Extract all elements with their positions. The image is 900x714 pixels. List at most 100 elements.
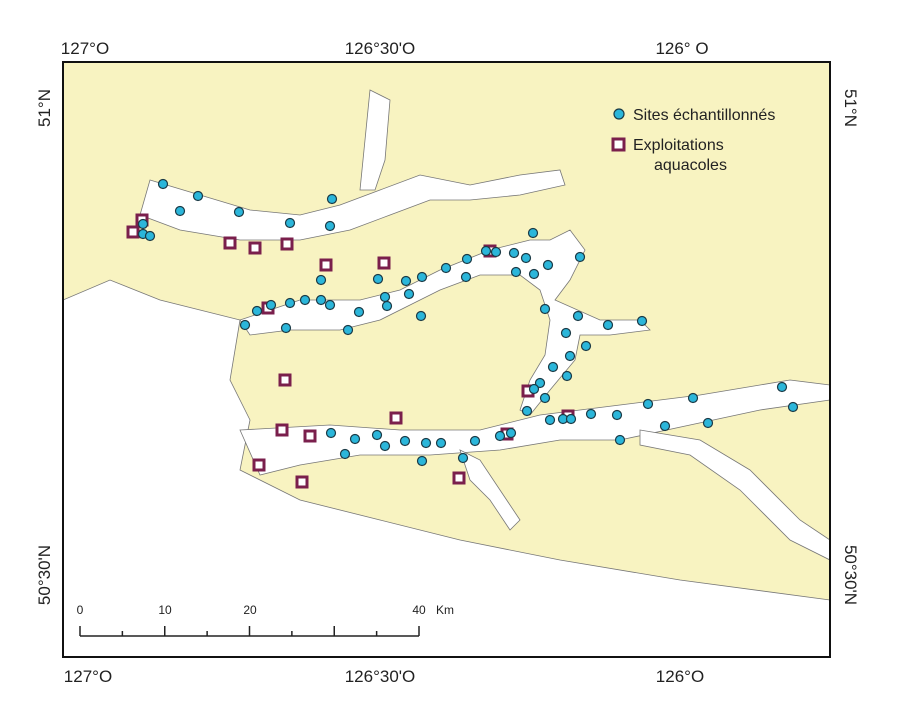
- sampling-site: [539, 303, 551, 315]
- sampling-site: [420, 437, 432, 449]
- aquaculture-farm: [389, 411, 403, 425]
- legend-farm-symbol: [611, 137, 626, 152]
- sampling-site: [192, 190, 204, 202]
- sampling-site: [787, 401, 799, 413]
- east-inlet: [639, 429, 830, 561]
- sampling-site: [469, 435, 481, 447]
- sampling-site: [490, 246, 502, 258]
- sampling-site: [702, 417, 714, 429]
- scale-label: 40: [412, 603, 426, 617]
- sampling-site: [326, 193, 338, 205]
- sampling-site: [539, 392, 551, 404]
- sampling-site: [435, 437, 447, 449]
- north-channel: [139, 169, 566, 241]
- legend-label: Exploitations: [633, 137, 724, 154]
- sampling-site: [299, 294, 311, 306]
- sampling-site: [636, 315, 648, 327]
- sampling-site: [521, 405, 533, 417]
- latitude-label: 51°N: [35, 89, 54, 127]
- sampling-site: [400, 275, 412, 287]
- sampling-site: [315, 274, 327, 286]
- longitude-label: 126°30'O: [345, 667, 416, 686]
- sampling-site: [510, 266, 522, 278]
- sampling-site: [324, 299, 336, 311]
- sampling-site: [440, 262, 452, 274]
- sampling-site: [144, 230, 156, 242]
- water-bodies: [63, 89, 830, 657]
- sampling-site: [547, 361, 559, 373]
- sampling-site: [544, 414, 556, 426]
- map-frame: [62, 61, 831, 658]
- inlet: [359, 89, 391, 191]
- sampling-site: [494, 430, 506, 442]
- sampling-site: [611, 409, 623, 421]
- sampling-site: [416, 271, 428, 283]
- sampling-site: [280, 322, 292, 334]
- sampling-site: [687, 392, 699, 404]
- sampling-site: [564, 350, 576, 362]
- sampling-site: [325, 427, 337, 439]
- sampling-site: [642, 398, 654, 410]
- sampling-site: [403, 288, 415, 300]
- longitude-label: 127°O: [64, 667, 112, 686]
- scale-bar: [79, 626, 420, 637]
- open-sea: [63, 279, 830, 657]
- scale-label: 20: [243, 603, 257, 617]
- sampling-site: [614, 434, 626, 446]
- sampling-site: [528, 383, 540, 395]
- sampling-site: [399, 435, 411, 447]
- sampling-site: [776, 381, 788, 393]
- sampling-site: [527, 227, 539, 239]
- sampling-site: [461, 253, 473, 265]
- sampling-site: [585, 408, 597, 420]
- sampling-site: [572, 310, 584, 322]
- sampling-site: [560, 327, 572, 339]
- sampling-site: [284, 297, 296, 309]
- longitude-label: 127°O: [61, 39, 109, 58]
- aquaculture-farm: [275, 423, 289, 437]
- sampling-site: [353, 306, 365, 318]
- sampling-site: [233, 206, 245, 218]
- sampling-site: [415, 310, 427, 322]
- aquaculture-farm: [223, 236, 237, 250]
- scale-label: 0: [77, 603, 84, 617]
- sampling-site: [520, 252, 532, 264]
- longitude-label: 126°O: [656, 667, 704, 686]
- latitude-label: 51°N: [841, 89, 860, 127]
- aquaculture-farm: [278, 373, 292, 387]
- latitude-label: 50°30'N: [35, 545, 54, 605]
- sampling-site: [460, 271, 472, 283]
- sampling-site: [528, 268, 540, 280]
- sampling-site: [457, 452, 469, 464]
- aquaculture-farm: [280, 237, 294, 251]
- latitude-label: 50°30'N: [841, 545, 860, 605]
- longitude-label: 126° O: [655, 39, 708, 58]
- aquaculture-farm: [252, 458, 266, 472]
- sampling-site: [480, 245, 492, 257]
- scale-unit: Km: [436, 603, 454, 617]
- sampling-site: [315, 294, 327, 306]
- sampling-site: [174, 205, 186, 217]
- aquaculture-farm: [303, 429, 317, 443]
- sampling-site: [342, 324, 354, 336]
- sampling-site: [561, 370, 573, 382]
- scale-label: 10: [158, 603, 172, 617]
- points: [126, 178, 799, 489]
- legend-label: Sites échantillonnés: [633, 107, 775, 124]
- sampling-site: [239, 319, 251, 331]
- mid-channel: [239, 229, 651, 416]
- aquaculture-farm: [319, 258, 333, 272]
- sampling-site: [508, 247, 520, 259]
- aquaculture-farm: [295, 475, 309, 489]
- sampling-site: [137, 218, 149, 230]
- aquaculture-farm: [126, 225, 140, 239]
- sampling-site: [542, 259, 554, 271]
- sampling-site: [324, 220, 336, 232]
- sampling-site: [372, 273, 384, 285]
- sampling-site: [265, 299, 277, 311]
- sampling-site: [659, 420, 671, 432]
- sampling-site: [379, 440, 391, 452]
- sampling-site: [580, 340, 592, 352]
- legend-label: aquacoles: [654, 157, 727, 174]
